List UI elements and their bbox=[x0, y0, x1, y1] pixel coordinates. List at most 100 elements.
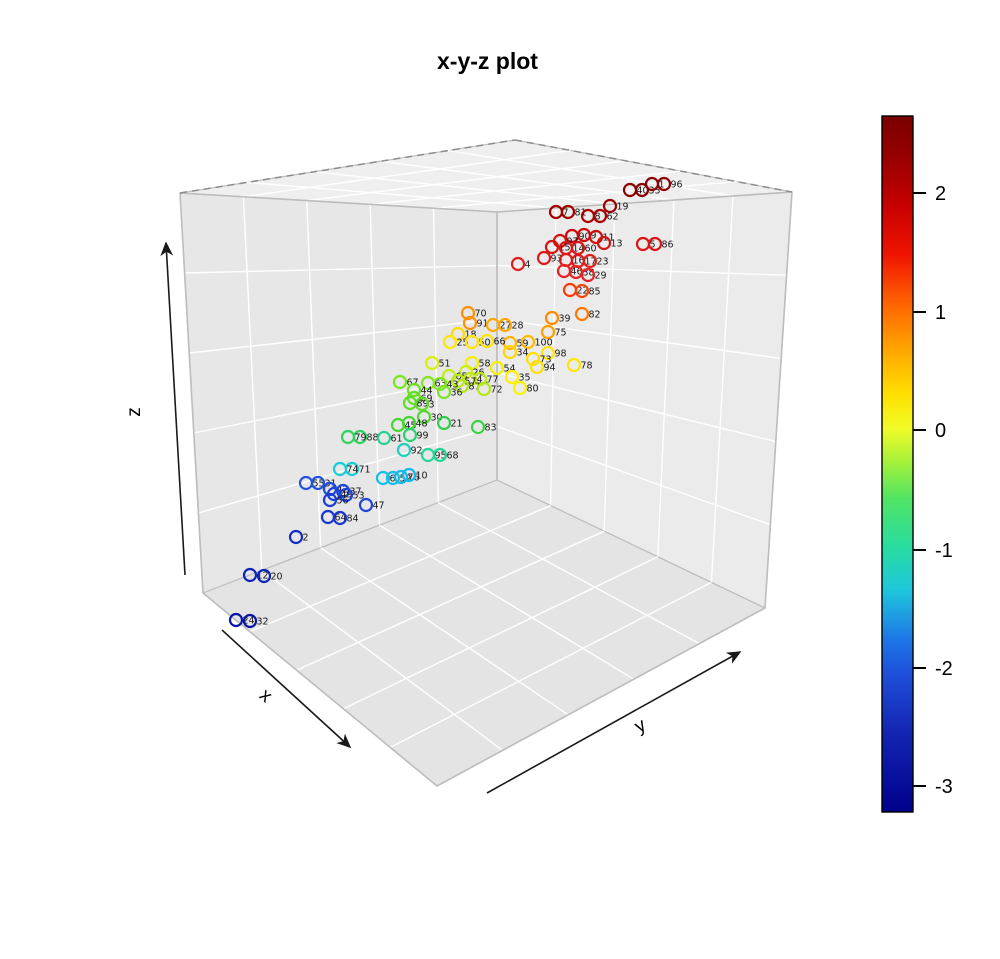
point-label: 84 bbox=[347, 514, 359, 525]
plot-title: x-y-z plot bbox=[437, 48, 538, 74]
point-label: 89 bbox=[417, 399, 429, 410]
point-label: 94 bbox=[544, 363, 556, 374]
point-label: 54 bbox=[504, 364, 516, 375]
point-label: 6 bbox=[390, 474, 396, 485]
data-point bbox=[520, 334, 536, 350]
data-point bbox=[424, 355, 440, 371]
data-point bbox=[450, 326, 466, 342]
point-label: 90 bbox=[579, 232, 591, 243]
point-label: 40 bbox=[637, 186, 649, 197]
data-point bbox=[414, 396, 430, 412]
point-label: 68 bbox=[447, 451, 459, 462]
grid-line bbox=[306, 160, 626, 202]
point-label: 82 bbox=[589, 310, 601, 321]
data-point bbox=[454, 378, 470, 394]
data-point bbox=[256, 568, 272, 584]
data-point bbox=[602, 198, 618, 214]
grid-line bbox=[249, 504, 551, 633]
data-point bbox=[464, 334, 480, 350]
data-point bbox=[310, 475, 326, 491]
cube-edge bbox=[496, 191, 793, 213]
point-label: 2 bbox=[303, 533, 309, 544]
point-label: 29 bbox=[595, 271, 607, 282]
point-label: 97 bbox=[567, 237, 579, 248]
data-point bbox=[462, 315, 478, 331]
point-label: 51 bbox=[439, 359, 451, 370]
data-point bbox=[393, 469, 409, 485]
point-label: 27 bbox=[500, 321, 512, 332]
data-point bbox=[338, 487, 354, 503]
point-label: 53 bbox=[353, 491, 365, 502]
point-label: 36 bbox=[451, 388, 463, 399]
data-point bbox=[634, 182, 650, 198]
point-label: 73 bbox=[540, 355, 552, 366]
data-point bbox=[416, 409, 432, 425]
point-label: 88 bbox=[367, 433, 379, 444]
data-point bbox=[358, 497, 374, 513]
data-point bbox=[442, 334, 458, 350]
point-label: 13 bbox=[611, 239, 623, 250]
point-label: 80 bbox=[527, 384, 539, 395]
grid-line bbox=[296, 530, 605, 671]
data-point bbox=[432, 447, 448, 463]
grid-line bbox=[261, 569, 504, 751]
data-point bbox=[574, 283, 590, 299]
point-label: 9 bbox=[591, 231, 597, 242]
x-axis-label: x bbox=[255, 685, 276, 707]
point-label: 16 bbox=[573, 256, 585, 267]
point-label: 72 bbox=[491, 385, 503, 396]
point-label: 86 bbox=[662, 240, 674, 251]
grid-line bbox=[369, 204, 381, 526]
point-label: 98 bbox=[555, 349, 567, 360]
point-label: 28 bbox=[512, 321, 524, 332]
point-label: 78 bbox=[581, 361, 593, 372]
data-point bbox=[375, 470, 391, 486]
point-label: 62 bbox=[607, 212, 619, 223]
data-point bbox=[510, 256, 526, 272]
data-point bbox=[580, 267, 596, 283]
data-point bbox=[228, 612, 244, 628]
point-label: 14 bbox=[573, 244, 585, 255]
point-label: 92 bbox=[411, 446, 423, 457]
cube-hidden-edge bbox=[179, 139, 516, 194]
data-point bbox=[406, 382, 422, 398]
data-point bbox=[242, 567, 258, 583]
data-point bbox=[396, 442, 412, 458]
point-label: 15 bbox=[559, 243, 571, 254]
point-label: 4 bbox=[525, 260, 531, 271]
point-label: 17 bbox=[585, 257, 597, 268]
point-label: 63 bbox=[435, 379, 447, 390]
data-point bbox=[647, 236, 663, 252]
point-label: 12 bbox=[257, 571, 269, 582]
grid-line bbox=[189, 318, 498, 354]
data-point bbox=[401, 467, 417, 483]
colorbar-tick-label: -3 bbox=[935, 776, 953, 798]
data-point bbox=[544, 310, 560, 326]
point-label: 24 bbox=[243, 616, 255, 627]
point-label: 33 bbox=[649, 186, 661, 197]
point-label: 44 bbox=[421, 386, 433, 397]
data-point bbox=[332, 461, 348, 477]
data-point bbox=[322, 492, 338, 508]
point-label: 49 bbox=[341, 490, 353, 501]
point-label: 75 bbox=[555, 328, 567, 339]
point-label: 74 bbox=[347, 465, 359, 476]
data-point bbox=[582, 253, 598, 269]
x-axis-arrow bbox=[221, 629, 352, 749]
data-point bbox=[476, 381, 492, 397]
point-label: 45 bbox=[405, 421, 417, 432]
grid-line bbox=[496, 264, 787, 276]
data-point bbox=[479, 333, 495, 349]
point-label: 71 bbox=[359, 465, 371, 476]
colorbar bbox=[881, 115, 914, 813]
data-point bbox=[504, 369, 520, 385]
point-label: 93 bbox=[551, 254, 563, 265]
grid-line bbox=[496, 318, 782, 360]
y-axis-arrow bbox=[486, 651, 742, 794]
point-label: 66 bbox=[494, 337, 506, 348]
point-label: 23 bbox=[597, 257, 609, 268]
point-label: 87 bbox=[469, 382, 481, 393]
point-label: 7 bbox=[563, 208, 569, 219]
data-point bbox=[536, 250, 552, 266]
